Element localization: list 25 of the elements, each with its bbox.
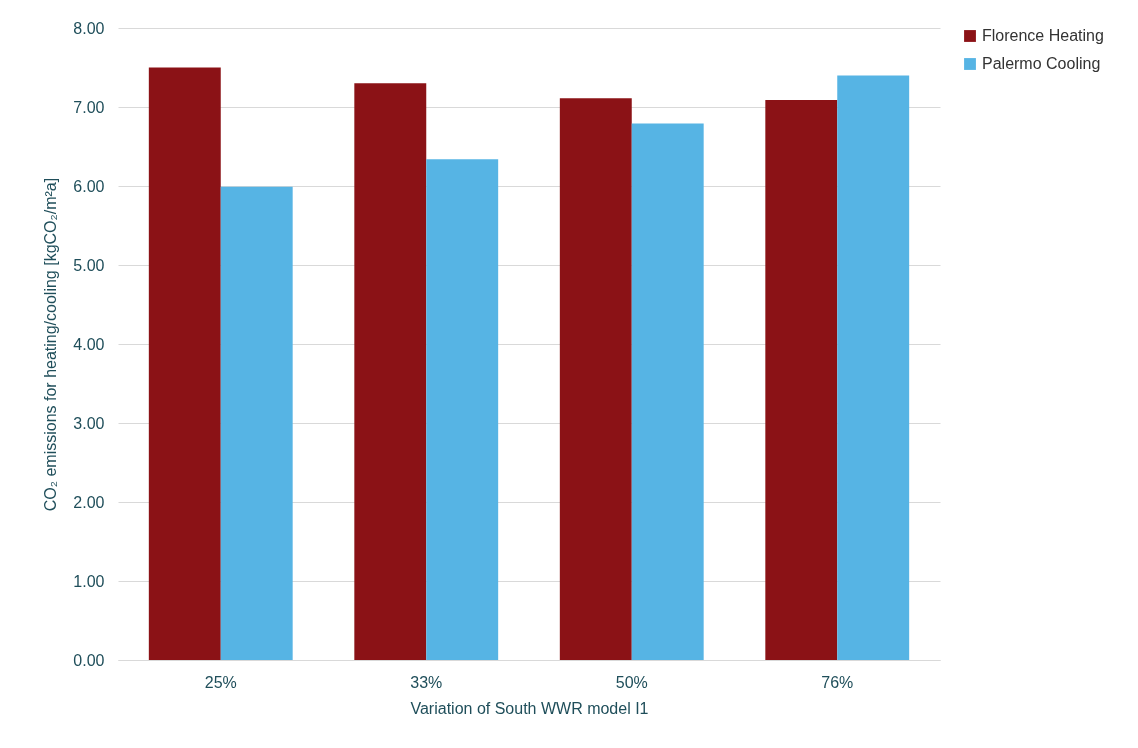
bar	[220, 186, 293, 660]
y-tick-label: 8.00	[73, 19, 105, 37]
y-tick-label: 6.00	[73, 177, 105, 195]
legend-label: Florence Heating	[982, 27, 1104, 44]
y-tick-label: 0.00	[73, 651, 105, 669]
x-tick-label: 50%	[615, 673, 648, 691]
x-tick-label: 33%	[410, 673, 443, 691]
y-tick-label: 4.00	[73, 335, 105, 353]
bar	[765, 99, 838, 660]
bar	[148, 67, 221, 660]
y-tick-label: 7.00	[73, 98, 105, 116]
y-tick-label: 3.00	[73, 414, 105, 432]
x-tick-label: 25%	[204, 673, 237, 691]
y-axis-title: CO₂ emissions for heating/cooling [kgCO₂/m²a]	[42, 177, 60, 512]
legend-label: Palermo Cooling	[982, 55, 1101, 72]
x-axis-title: Variation of South WWR model I1	[410, 699, 649, 717]
bar	[837, 75, 910, 660]
bar	[631, 123, 704, 660]
y-tick-label: 1.00	[73, 572, 105, 590]
bar	[559, 98, 632, 660]
bar	[426, 159, 499, 660]
x-tick-label: 76%	[821, 673, 854, 691]
bar	[354, 83, 427, 660]
y-tick-label: 2.00	[73, 493, 105, 511]
y-tick-label: 5.00	[73, 256, 105, 274]
